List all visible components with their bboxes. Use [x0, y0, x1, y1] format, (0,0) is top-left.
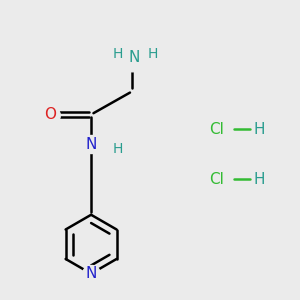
Text: N: N: [85, 266, 97, 281]
Text: H: H: [253, 172, 265, 187]
Text: Cl: Cl: [209, 122, 224, 137]
Text: N: N: [128, 50, 140, 65]
Text: H: H: [112, 142, 123, 155]
Text: Cl: Cl: [209, 172, 224, 187]
Text: H: H: [253, 122, 265, 137]
Text: O: O: [44, 107, 56, 122]
Text: N: N: [85, 136, 97, 152]
Text: H: H: [112, 47, 123, 61]
Text: H: H: [148, 47, 158, 61]
